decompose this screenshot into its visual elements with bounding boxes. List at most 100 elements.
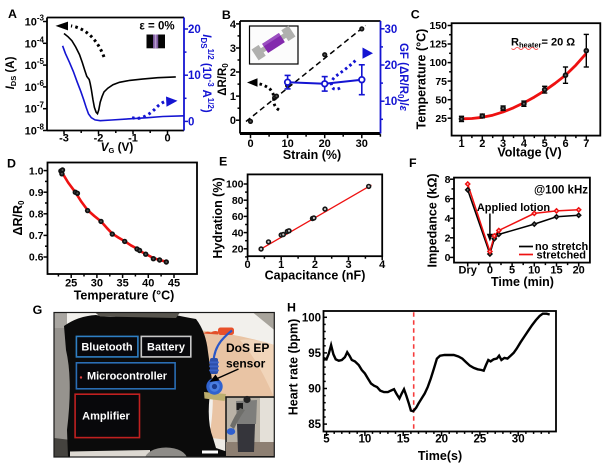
svg-text:30: 30 [356, 138, 368, 150]
svg-text:35: 35 [116, 278, 128, 290]
svg-text:5: 5 [542, 138, 548, 150]
svg-text:1.0: 1.0 [29, 165, 44, 177]
svg-text:0: 0 [188, 116, 194, 128]
svg-text:4: 4 [521, 138, 528, 150]
svg-text:15: 15 [397, 434, 410, 446]
svg-text:Amplifier: Amplifier [82, 411, 130, 423]
svg-text:C: C [411, 8, 420, 22]
svg-text:150: 150 [429, 20, 447, 32]
svg-text:ε = 0%: ε = 0% [139, 21, 174, 33]
svg-text:2: 2 [445, 233, 451, 245]
svg-text:Temperature (°C): Temperature (°C) [74, 289, 175, 303]
svg-text:DoS EP: DoS EP [226, 341, 269, 355]
svg-text:0: 0 [230, 115, 236, 127]
svg-text:GF (ΔR/R0)/ε: GF (ΔR/R0)/ε [396, 43, 409, 112]
svg-text:Time(s): Time(s) [418, 449, 462, 463]
svg-text:45: 45 [168, 278, 180, 290]
svg-text:VG (V): VG (V) [101, 140, 134, 155]
svg-text:10-3: 10-3 [25, 14, 45, 29]
svg-text:20: 20 [385, 60, 398, 72]
svg-text:100: 100 [429, 57, 447, 69]
svg-text:Hydration (%): Hydration (%) [211, 177, 225, 258]
svg-text:7: 7 [583, 138, 589, 150]
svg-text:D: D [7, 157, 16, 171]
svg-text:-3: -3 [59, 133, 69, 145]
svg-text:0: 0 [487, 265, 493, 277]
svg-text:-1: -1 [128, 133, 138, 145]
svg-text:4: 4 [379, 259, 386, 271]
svg-text:H: H [287, 301, 296, 315]
svg-text:1: 1 [458, 138, 464, 150]
svg-text:Strain (%): Strain (%) [283, 148, 341, 162]
svg-text:0.7: 0.7 [29, 230, 44, 242]
svg-text:Temperature (°C): Temperature (°C) [415, 29, 429, 130]
svg-text:10: 10 [528, 265, 540, 277]
svg-text:90: 90 [308, 384, 321, 396]
svg-text:0: 0 [445, 252, 451, 264]
svg-text:Dry: Dry [459, 265, 478, 277]
svg-text:-2: -2 [94, 133, 104, 145]
svg-text:15: 15 [550, 265, 562, 277]
svg-text:80: 80 [232, 195, 244, 207]
svg-text:1: 1 [230, 91, 236, 103]
svg-text:10: 10 [359, 434, 372, 446]
svg-text:0: 0 [247, 138, 253, 150]
svg-text:1: 1 [278, 259, 284, 271]
svg-text:95: 95 [308, 348, 321, 360]
svg-text:sensor: sensor [226, 357, 266, 371]
svg-text:8: 8 [445, 174, 451, 186]
svg-text:3: 3 [230, 43, 236, 55]
svg-text:75: 75 [435, 76, 447, 88]
svg-text:10-7: 10-7 [25, 101, 45, 116]
svg-text:10-6: 10-6 [25, 79, 45, 94]
svg-text:F: F [409, 156, 417, 170]
svg-text:Capacitance (nF): Capacitance (nF) [265, 269, 366, 283]
svg-text:100: 100 [226, 179, 244, 191]
svg-text:20: 20 [435, 434, 448, 446]
svg-text:E: E [219, 155, 227, 169]
svg-text:85: 85 [308, 419, 321, 431]
svg-text:stretched: stretched [537, 249, 587, 261]
svg-text:0.9: 0.9 [29, 187, 44, 199]
svg-text:Applied lotion: Applied lotion [477, 202, 551, 214]
svg-text:10-4: 10-4 [25, 35, 45, 50]
svg-text:Impedance (kΩ): Impedance (kΩ) [426, 173, 440, 267]
svg-text:ΔR/R0: ΔR/R0 [11, 200, 26, 236]
svg-text:40: 40 [232, 227, 244, 239]
svg-text:30: 30 [91, 278, 103, 290]
svg-text:5: 5 [509, 265, 515, 277]
svg-text:Rheater= 20 Ω: Rheater= 20 Ω [511, 37, 575, 50]
svg-text:2: 2 [312, 259, 318, 271]
svg-text:20: 20 [188, 24, 201, 36]
svg-text:B: B [222, 8, 231, 22]
svg-text:50: 50 [435, 94, 447, 106]
svg-text:@100 kHz: @100 kHz [534, 185, 588, 197]
svg-text:Bluetooth: Bluetooth [81, 342, 133, 354]
svg-text:60: 60 [232, 211, 244, 223]
svg-text:10-5: 10-5 [25, 57, 45, 72]
svg-text:100: 100 [302, 312, 321, 324]
svg-text:3: 3 [345, 259, 351, 271]
svg-text:10-8: 10-8 [25, 123, 45, 138]
svg-text:0: 0 [245, 259, 251, 271]
svg-text:4: 4 [230, 19, 237, 31]
svg-text:4: 4 [445, 213, 451, 225]
svg-text:Time (min): Time (min) [491, 275, 554, 289]
svg-text:Heart rate (bpm): Heart rate (bpm) [287, 319, 301, 416]
svg-text:25: 25 [474, 434, 487, 446]
svg-text:10: 10 [188, 70, 201, 82]
svg-text:0.8: 0.8 [29, 209, 44, 221]
svg-text:ΔR/R0: ΔR/R0 [217, 63, 230, 96]
svg-text:10: 10 [385, 96, 398, 108]
svg-text:20: 20 [319, 138, 331, 150]
svg-text:2: 2 [230, 67, 236, 79]
svg-text:5: 5 [323, 434, 330, 446]
svg-text:IDS1/2 (10-3 A1/2): IDS1/2 (10-3 A1/2) [199, 34, 215, 113]
svg-text:25: 25 [65, 278, 77, 290]
svg-text:Microcontroller: Microcontroller [87, 371, 168, 383]
svg-text:G: G [33, 303, 43, 317]
svg-text:IDS (A): IDS (A) [5, 56, 18, 89]
svg-text:0.6: 0.6 [29, 252, 44, 264]
svg-text:20: 20 [232, 244, 244, 256]
svg-text:3: 3 [500, 138, 506, 150]
